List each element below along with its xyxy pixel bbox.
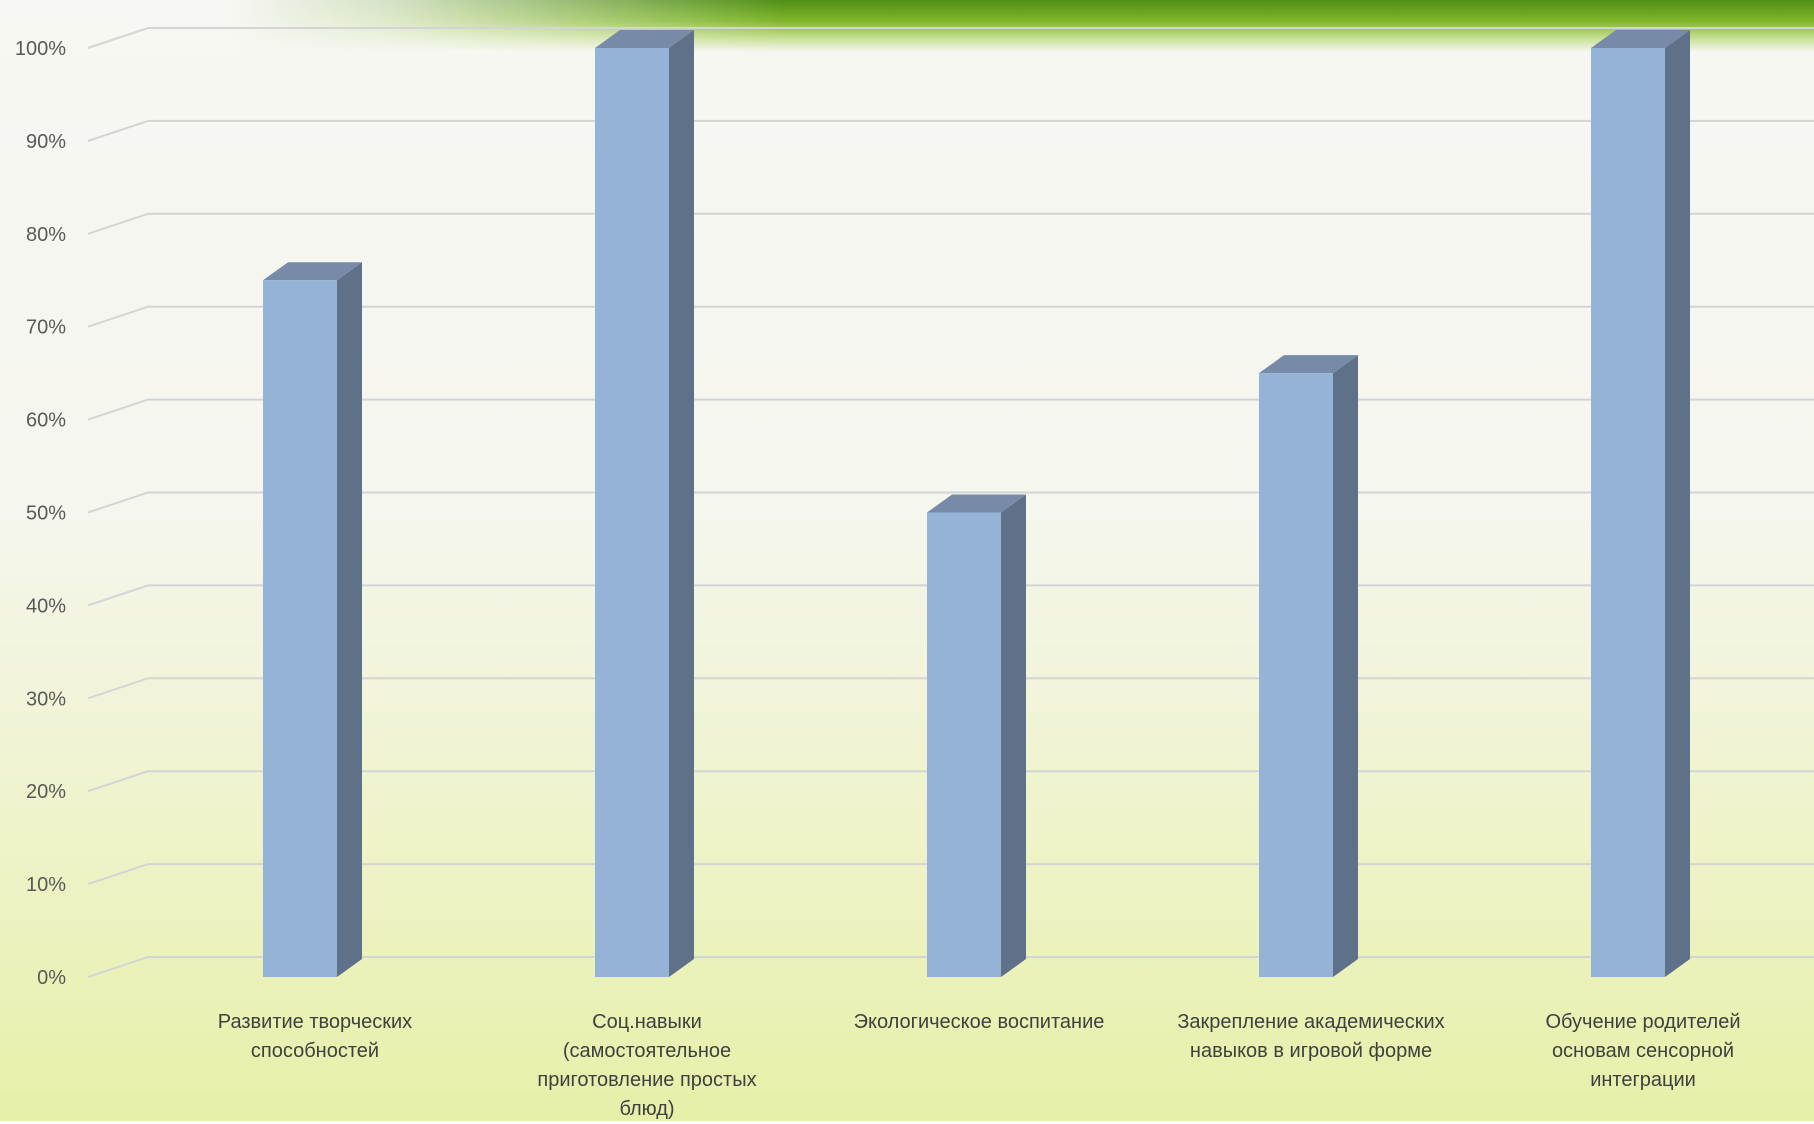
y-tick-label: 90% bbox=[26, 131, 66, 153]
gridline-slant bbox=[87, 119, 149, 142]
bar-side bbox=[1333, 355, 1358, 977]
gridline-slant bbox=[87, 212, 149, 235]
gridline-slant bbox=[87, 584, 149, 607]
y-tick-label: 100% bbox=[15, 38, 66, 60]
y-tick-label: 40% bbox=[26, 595, 66, 617]
bar-top bbox=[1259, 355, 1358, 374]
bar bbox=[595, 30, 694, 977]
bar-top bbox=[595, 30, 694, 48]
x-category-label: Обучение родителей основам сенсорной инт… bbox=[1545, 1011, 1741, 1091]
gridline-slant bbox=[87, 305, 149, 328]
x-category-label: Экологическое воспитание bbox=[853, 1011, 1105, 1033]
y-tick-label: 30% bbox=[26, 688, 66, 710]
x-category-label: Соц.навыки (самостоятельное приготовлени… bbox=[537, 1011, 757, 1120]
bar bbox=[263, 262, 362, 977]
y-tick-label: 80% bbox=[26, 224, 66, 246]
y-tick-label: 0% bbox=[37, 967, 66, 989]
bar bbox=[927, 494, 1026, 977]
bar-front bbox=[927, 512, 1001, 977]
bar-top bbox=[263, 262, 362, 281]
x-category-label: Закрепление академических навыков в игро… bbox=[1177, 1011, 1445, 1062]
gridline-slant bbox=[87, 398, 149, 421]
bar bbox=[1259, 355, 1358, 977]
gridline-slant bbox=[87, 770, 149, 793]
grass-banner-decoration bbox=[230, 0, 1814, 52]
bar-side bbox=[1665, 30, 1690, 977]
bar-side bbox=[337, 262, 362, 977]
bar-front bbox=[1591, 48, 1665, 977]
y-tick-label: 10% bbox=[26, 874, 66, 896]
bar bbox=[1591, 30, 1690, 977]
bar-top bbox=[927, 494, 1026, 513]
gridline-slant bbox=[87, 863, 149, 886]
y-tick-label: 70% bbox=[26, 317, 66, 339]
gridline-slant bbox=[87, 956, 149, 978]
y-tick-label: 20% bbox=[26, 781, 66, 803]
bar-front bbox=[595, 48, 669, 977]
y-tick-label: 60% bbox=[26, 410, 66, 432]
bar-top bbox=[1591, 30, 1690, 48]
bars bbox=[263, 30, 1690, 977]
gridline-slant bbox=[87, 27, 149, 49]
bar-front bbox=[1259, 373, 1333, 977]
gridline-slant bbox=[87, 677, 149, 700]
gridline-slant bbox=[87, 491, 149, 514]
bar-side bbox=[669, 30, 694, 977]
y-axis-tick-labels: 0% 10% 20% 30% 40% 50% 60% 70% 80% 90% 100% bbox=[15, 38, 66, 989]
x-category-label: Развитие творческих способностей bbox=[217, 1011, 413, 1062]
bar-front bbox=[263, 280, 337, 977]
y-tick-label: 50% bbox=[26, 503, 66, 525]
bar-side bbox=[1001, 494, 1026, 977]
